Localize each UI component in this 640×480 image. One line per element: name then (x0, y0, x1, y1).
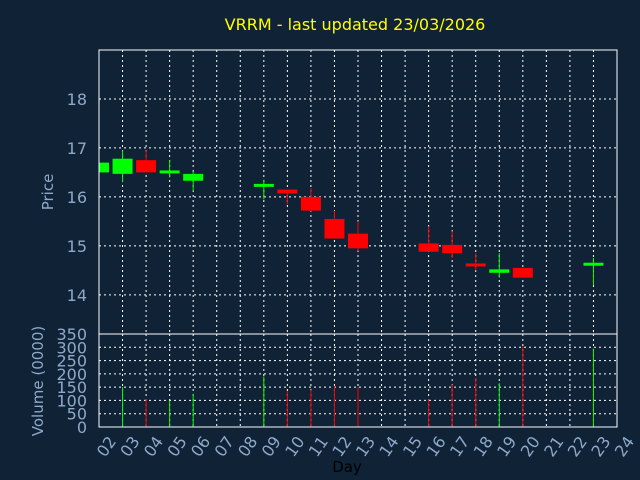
candle-body (136, 160, 157, 173)
candle-body (512, 267, 533, 278)
price-y-ticks: 14 15 16 17 18 (67, 90, 87, 305)
candle (253, 179, 274, 200)
candle-body (489, 269, 510, 273)
chart-title: VRRM - last updated 23/03/2026 (225, 15, 486, 34)
price-tick-label: 16 (67, 188, 87, 207)
candle-body (324, 218, 345, 239)
candle-body (465, 263, 486, 267)
candle (300, 188, 321, 212)
price-tick-label: 17 (67, 139, 87, 158)
candle-body (112, 158, 133, 174)
price-tick-label: 18 (67, 90, 87, 109)
candle-body (253, 183, 274, 187)
price-tick-label: 15 (67, 237, 87, 256)
candle-body (418, 243, 439, 252)
volume-tick-label: 50 (67, 405, 87, 424)
candle (183, 171, 204, 192)
volume-tick-label: 350 (56, 325, 87, 344)
volume-tick-label: 0 (77, 418, 87, 437)
candle (324, 210, 345, 239)
volume-bars (122, 345, 594, 427)
volume-axis-label: Volume (0000) (29, 326, 47, 436)
candle (136, 150, 157, 173)
candle (583, 258, 604, 286)
candle (465, 253, 486, 271)
volume-tick-label: 300 (56, 338, 87, 357)
candle (418, 226, 439, 252)
x-axis-label: Day (332, 458, 362, 476)
candle-body (348, 233, 368, 249)
volume-tick-label: 200 (56, 365, 87, 384)
x-ticks: 0203040506070809101112131415161718192021… (93, 433, 638, 461)
candle (98, 161, 109, 173)
volume-tick-label: 100 (56, 391, 87, 410)
volume-grid (99, 334, 617, 427)
candle-body (300, 196, 321, 211)
price-tick-label: 14 (67, 286, 87, 305)
candle (277, 189, 298, 205)
candle (442, 231, 463, 259)
candle-body (183, 173, 204, 181)
candle (112, 150, 133, 183)
candle (489, 253, 510, 278)
price-axis-label: Price (39, 174, 57, 211)
price-panel: 14 15 16 17 18 (67, 49, 618, 335)
candle-body (277, 189, 298, 194)
candle-body (583, 262, 604, 266)
candles (98, 150, 604, 286)
volume-tick-label: 250 (56, 352, 87, 371)
candle (348, 221, 368, 251)
candle-body (99, 162, 109, 173)
candle-body (159, 170, 180, 174)
volume-frame (98, 333, 618, 428)
volume-tick-label: 150 (56, 378, 87, 397)
candle (159, 160, 180, 178)
candle (512, 267, 533, 278)
candle-body (442, 244, 463, 254)
